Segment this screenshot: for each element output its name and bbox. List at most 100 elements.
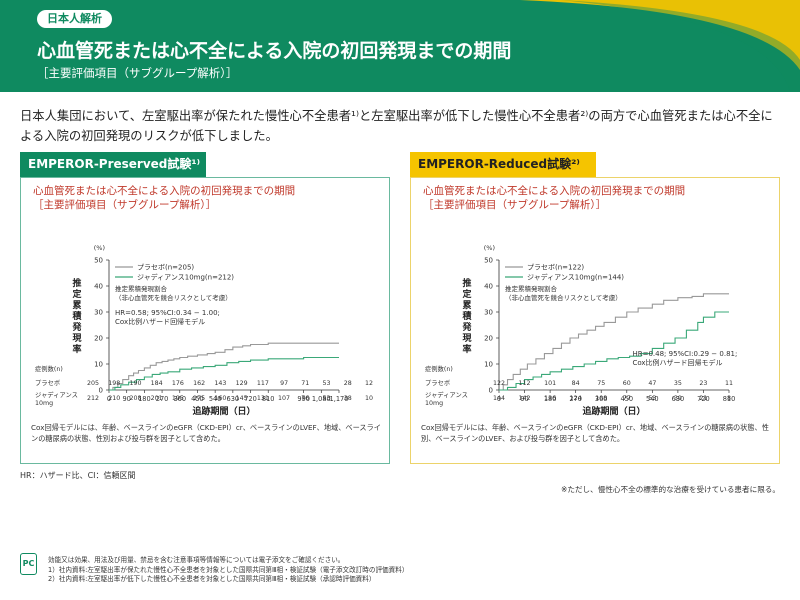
risk-cell: 129 (236, 380, 248, 387)
y-tick-label: 20 (484, 335, 493, 343)
risk-cell: 77 (623, 395, 631, 402)
legend-label: プラセボ(n=205) (137, 264, 194, 272)
header-banner: 日本人解析 心血管死または心不全による入院の初回発現までの期間 ［主要評価項目（… (0, 0, 800, 92)
risk-table-header: 症例数(n) (425, 364, 453, 373)
x-tick-label: 90 (122, 395, 130, 403)
risk-cell: 53 (323, 380, 331, 387)
y-tick-label: 20 (94, 335, 103, 343)
risk-cell: 71 (301, 380, 309, 387)
legend-note-1: 推定累積発現割合 (505, 284, 558, 293)
x-tick-label: 450 (191, 395, 204, 403)
risk-cell: 107 (278, 395, 290, 402)
emperor-reduced-box: 心血管死または心不全による入院の初回発現までの期間 ［主要評価項目（サブグループ… (410, 177, 780, 464)
risk-cell: 11 (725, 380, 733, 387)
page-subtitle: ［主要評価項目（サブグループ解析）］ (37, 66, 238, 80)
cox-model-note: Cox回帰モデルには、年齢、ベースラインのeGFR（CKD-EPI）cr、地域、… (421, 423, 769, 443)
y-tick-label: 10 (94, 361, 103, 369)
y-tick-label: 40 (94, 283, 103, 291)
y-tick-label: 40 (484, 283, 493, 291)
x-tick-label: 630 (227, 395, 240, 403)
x-tick-label: 180 (138, 395, 151, 403)
risk-cell: 195 (172, 395, 184, 402)
risk-row-label: プラセボ (425, 379, 450, 387)
risk-cell: 122 (493, 380, 505, 387)
x-tick-label: 0 (497, 395, 501, 403)
x-tick-label: 270 (569, 395, 582, 403)
risk-row-label: ジャディアンス (425, 390, 468, 399)
legend-note-2: （非心血管死を競合リスクとして考慮） (505, 293, 622, 302)
chart-title: 心血管死または心不全による入院の初回発現までの期間 ［主要評価項目（サブグループ… (423, 184, 685, 212)
emperor-preserved-tab: EMPEROR-Preserved試験¹⁾ (20, 152, 206, 177)
risk-cell: 35 (674, 380, 682, 387)
risk-row-label-dose: 10mg (425, 400, 443, 407)
risk-row-label: ジャディアンス (35, 390, 78, 399)
y-axis-label: 推定累積発現率 (71, 277, 82, 355)
risk-cell: 8 (727, 395, 731, 402)
x-tick-label: 270 (156, 395, 169, 403)
x-tick-label: 360 (173, 395, 186, 403)
page-title: 心血管死または心不全による入院の初回発現までの期間 (37, 40, 512, 62)
x-tick-label: 990 (297, 395, 310, 403)
risk-cell: 84 (572, 380, 580, 387)
risk-cell: 162 (193, 380, 205, 387)
risk-cell: 184 (151, 380, 163, 387)
risk-cell: 39 (674, 395, 682, 402)
cox-model-note: Cox回帰モデルには、年齢、ベースラインのeGFR（CKD-EPI）cr、ベース… (31, 423, 381, 443)
risk-cell: 145 (236, 395, 248, 402)
hr-annotation: HR=0.58; 95%CI:0.34 − 1.00; (115, 309, 220, 317)
risk-cell: 112 (519, 380, 531, 387)
risk-cell: 205 (87, 380, 99, 387)
risk-cell: 76 (301, 395, 309, 402)
risk-cell: 12 (365, 380, 373, 387)
risk-cell: 142 (519, 395, 531, 402)
series-line-placebo (109, 342, 339, 391)
x-tick-label: 90 (520, 395, 528, 403)
footer-references: 効能又は効果、用法及び用量、禁忌を含む注意事項等情報等については電子添文をご確認… (48, 556, 408, 585)
risk-cell: 143 (214, 380, 226, 387)
chart-title-line-2: ［主要評価項目（サブグループ解析）］ (33, 199, 217, 211)
risk-cell: 176 (172, 380, 184, 387)
risk-cell: 136 (544, 395, 556, 402)
legend-note-1: 推定累積発現割合 (115, 284, 168, 293)
series-line-placebo (499, 293, 729, 391)
risk-cell: 23 (699, 380, 707, 387)
risk-cell: 131 (257, 395, 269, 402)
risk-row-label: プラセボ (35, 379, 60, 387)
x-tick-label: 0 (107, 395, 111, 403)
legend-label: プラセボ(n=122) (527, 264, 584, 272)
preserved-cumulative-incidence-chart: (%) 推定累積発現率 0 10 20 30 40 50 0 90 180 270 360 450 540 6… (71, 244, 349, 417)
x-tick-label: 630 (672, 395, 685, 403)
y-axis-unit: (%) (484, 244, 495, 252)
risk-cell: 28 (344, 380, 352, 387)
x-axis-label: 追跡期間（日） (192, 405, 255, 417)
series-line-jardiance (109, 356, 339, 391)
cox-annotation: Cox比例ハザード回帰モデル (632, 358, 722, 367)
risk-cell: 208 (129, 395, 141, 402)
y-tick-label: 0 (489, 387, 493, 395)
intro-text: 日本人集団において、左室駆出率が保たれた慢性心不全患者¹⁾と左室駆出率が低下した… (20, 109, 773, 143)
risk-cell: 53 (323, 395, 331, 402)
risk-cell: 210 (108, 395, 120, 402)
hr-annotation: HR=0.48; 95%CI:0.29 − 0.81; (632, 350, 737, 358)
risk-cell: 198 (108, 380, 120, 387)
risk-cell: 53 (648, 395, 656, 402)
x-tick-label: 540 (646, 395, 659, 403)
risk-table-header: 症例数(n) (35, 364, 63, 373)
x-tick-label: 360 (595, 395, 608, 403)
reduced-cumulative-incidence-chart: (%) 推定累積発現率 0 10 20 30 40 50 0 90 180 270 360 450 540 6… (461, 244, 737, 417)
x-tick-label: 1,170 (330, 395, 349, 403)
risk-cell: 144 (493, 395, 505, 402)
x-axis-label: 追跡期間（日） (582, 405, 645, 417)
japanese-analysis-badge: 日本人解析 (37, 10, 112, 28)
x-tick-label: 810 (723, 395, 736, 403)
risk-cell: 124 (570, 395, 582, 402)
risk-cell: 97 (280, 380, 288, 387)
risk-cell: 175 (193, 395, 205, 402)
emperor-preserved-box: 心血管死または心不全による入院の初回発現までの期間 ［主要評価項目（サブグループ… (20, 177, 390, 464)
risk-cell: 190 (129, 380, 141, 387)
x-tick-label: 720 (697, 395, 710, 403)
y-tick-label: 30 (484, 309, 493, 317)
y-tick-label: 30 (94, 309, 103, 317)
y-axis-unit: (%) (94, 244, 105, 252)
risk-table: 症例数(n) プラセボ 205 198 190 184 176 162 143 129 117 97 7… (35, 364, 373, 407)
